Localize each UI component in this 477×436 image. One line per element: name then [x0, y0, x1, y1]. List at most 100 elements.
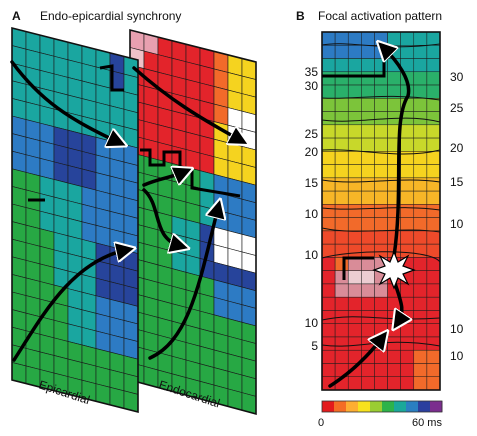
focal-map-cell [413, 84, 428, 99]
focal-map-cell [413, 376, 428, 391]
focal-map-cell [413, 349, 428, 364]
focal-map-cell [321, 310, 336, 324]
focal-activation-map [321, 31, 441, 391]
focal-origin-star-icon [372, 250, 416, 290]
focal-map-cell [374, 243, 388, 258]
focal-map-cell [361, 151, 375, 165]
focal-map-cell [426, 151, 441, 165]
focal-map-cell [426, 296, 441, 311]
focal-map-cell [334, 45, 349, 59]
colorbar-segment [382, 401, 395, 412]
focal-map-cell [400, 323, 415, 338]
focal-map-cell [361, 270, 375, 285]
focal-map-cell [400, 190, 415, 205]
focal-map-cell [374, 217, 388, 232]
focal-map-cell [374, 177, 388, 192]
focal-map-cell [334, 296, 349, 311]
left-time-label: 35 [305, 65, 319, 79]
focal-map-cell [347, 71, 362, 86]
focal-map-cell [321, 257, 336, 271]
focal-map-cell [426, 217, 441, 232]
focal-map-cell [361, 137, 375, 152]
conduction-block-b [322, 62, 386, 280]
focal-map-cell [426, 310, 441, 324]
focal-map-cell [361, 124, 375, 139]
focal-map-cell [334, 98, 349, 112]
focal-map-cell [426, 363, 441, 377]
focal-map-cell [413, 230, 428, 245]
focal-map-cell [426, 31, 441, 46]
focal-map-cell [426, 283, 441, 298]
focal-map-cell [387, 349, 401, 364]
focal-map-cell [321, 151, 336, 165]
focal-map-cell [413, 217, 428, 232]
focal-map-cell [334, 270, 349, 285]
focal-map-cell [374, 376, 388, 391]
panel-a-letter: A [12, 9, 21, 23]
focal-map-cell [347, 177, 362, 192]
focal-map-cell [426, 230, 441, 245]
focal-map-cell [361, 376, 375, 391]
focal-map-cell [374, 230, 388, 245]
focal-map-cell [413, 323, 428, 338]
colorbar-max-label: 60 ms [412, 417, 442, 429]
focal-map-cell [413, 45, 428, 59]
focal-map-cell [387, 31, 401, 46]
focal-map-cell [347, 151, 362, 165]
focal-map-cell [413, 164, 428, 179]
isochrone-lines [321, 43, 441, 347]
colorbar-segment [334, 401, 347, 412]
focal-map-cell [347, 243, 362, 258]
colorbar: 0 60 ms [318, 400, 443, 429]
focal-map-cell [413, 204, 428, 218]
focal-map-cell [426, 71, 441, 86]
focal-map-cell [321, 84, 336, 99]
focal-map-cell [334, 137, 349, 152]
focal-map-cell [400, 363, 415, 377]
focal-map-cell [400, 217, 415, 232]
focal-map-cell [347, 45, 362, 59]
focal-map-cell [400, 283, 415, 298]
focal-map-cell [374, 164, 388, 179]
focal-map-cell [426, 45, 441, 59]
right-time-label: 15 [450, 175, 464, 189]
focal-map-cell [321, 111, 336, 126]
focal-map-cell [321, 58, 336, 73]
focal-map-cell [387, 363, 401, 377]
focal-map-cell [334, 111, 349, 126]
focal-map-cell [347, 84, 362, 99]
focal-map-cell [321, 124, 336, 139]
left-time-label: 20 [305, 145, 319, 159]
focal-map-cell [347, 58, 362, 73]
focal-map-cell [400, 376, 415, 391]
focal-map-cell [347, 283, 362, 298]
colorbar-segment [358, 401, 371, 412]
focal-map-cell [413, 190, 428, 205]
focal-map-cell [374, 71, 388, 86]
focal-map-cell [334, 31, 349, 46]
focal-map-cell [426, 111, 441, 126]
focal-map-cell [361, 204, 375, 218]
focal-map-cell [374, 58, 388, 73]
left-time-label: 10 [305, 207, 319, 221]
focal-map-cell [347, 323, 362, 338]
endocardial-map [129, 28, 257, 416]
focal-map-cell [413, 257, 428, 271]
epicardial-map [11, 26, 139, 414]
focal-map-cell [374, 31, 388, 46]
left-time-label: 10 [305, 248, 319, 262]
focal-map-cell [374, 190, 388, 205]
focal-map-cell [426, 177, 441, 192]
focal-map-cell [361, 45, 375, 59]
focal-map-cell [321, 71, 336, 86]
focal-map-cell [321, 190, 336, 205]
left-time-label: 15 [305, 176, 319, 190]
focal-map-cell [387, 98, 401, 112]
focal-map-cell [426, 376, 441, 391]
right-time-label: 25 [450, 101, 464, 115]
focal-map-cell [400, 31, 415, 46]
focal-map-cell [387, 323, 401, 338]
focal-map-cell [374, 204, 388, 218]
focal-map-cell [361, 31, 375, 46]
